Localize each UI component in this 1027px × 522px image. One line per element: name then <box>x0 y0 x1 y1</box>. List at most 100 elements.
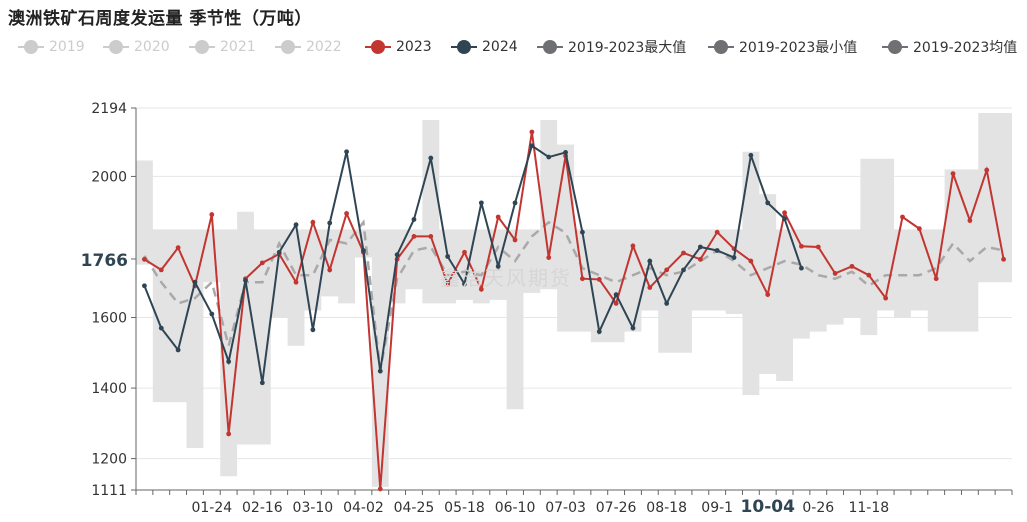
data-point-2023 <box>428 233 434 239</box>
data-point-2024 <box>731 255 737 260</box>
legend-item-2019-2023最大值[interactable]: 2019-2023最大值 <box>537 36 686 58</box>
data-point-2023 <box>209 212 215 217</box>
data-point-2024 <box>799 265 804 271</box>
data-point-2023 <box>883 295 889 301</box>
circle-line-icon <box>365 40 391 54</box>
data-point-2024 <box>209 311 215 317</box>
y-tick-label: 1200 <box>91 452 127 468</box>
x-tick-label: 03-10 <box>293 500 334 516</box>
data-point-2023 <box>765 292 771 297</box>
data-point-2023 <box>849 263 855 269</box>
data-point-2023 <box>226 431 232 437</box>
series-line-2024 <box>143 144 803 383</box>
data-point-2023 <box>933 276 939 282</box>
data-point-2024 <box>664 301 670 306</box>
data-point-2023 <box>697 256 703 262</box>
y-tick-label: 1111 <box>91 483 127 499</box>
data-point-2024 <box>259 380 265 386</box>
x-tick-label: 06-10 <box>495 500 536 516</box>
circle-line-icon <box>708 40 734 54</box>
legend-item-2019-2023均值[interactable]: 2019-2023均值 <box>882 36 1017 58</box>
legend-item-2022[interactable]: 2022 <box>275 36 342 58</box>
data-point-2024 <box>529 143 535 149</box>
circle-line-icon <box>537 40 563 54</box>
data-point-2023 <box>714 229 720 235</box>
x-tick-label: 04-25 <box>394 500 435 516</box>
legend-label: 2019 <box>49 39 85 55</box>
circle-line-icon <box>18 40 44 54</box>
circle-line-icon <box>275 40 301 54</box>
data-point-2023 <box>529 129 535 135</box>
y-tick-label: 2194 <box>91 101 127 117</box>
x-tick-label: 07-26 <box>596 500 637 516</box>
data-point-2024 <box>462 281 467 287</box>
data-point-2024 <box>344 149 349 155</box>
x-tick-label: 04-02 <box>343 500 384 516</box>
data-point-2023 <box>916 226 922 232</box>
data-point-2023 <box>613 301 619 306</box>
data-point-2024 <box>580 229 585 235</box>
legend-label: 2019-2023最小值 <box>739 40 858 56</box>
data-point-2023 <box>495 214 501 220</box>
legend-item-2023[interactable]: 2023 <box>365 36 432 58</box>
data-point-2023 <box>546 255 552 260</box>
x-tick-label: 05-18 <box>444 500 485 516</box>
data-point-2023 <box>293 279 299 285</box>
data-point-2023 <box>1001 256 1006 262</box>
data-point-2023 <box>512 237 518 243</box>
data-point-2023 <box>445 281 451 287</box>
legend-item-2020[interactable]: 2020 <box>103 36 170 58</box>
data-point-2023 <box>799 243 804 249</box>
data-point-2023 <box>967 218 973 223</box>
legend-item-2024[interactable]: 2024 <box>451 36 518 58</box>
legend-label: 2021 <box>220 39 256 55</box>
data-point-2024 <box>765 200 771 206</box>
data-point-2023 <box>596 277 602 282</box>
circle-line-icon <box>451 40 477 54</box>
data-point-2024 <box>596 329 602 335</box>
x-tick-label: 02-16 <box>242 500 283 516</box>
data-point-2024 <box>512 200 518 206</box>
legend-label: 2019-2023均值 <box>913 40 1018 56</box>
data-point-2024 <box>613 292 619 297</box>
data-point-2023 <box>142 256 147 262</box>
data-point-2023 <box>815 244 821 250</box>
data-point-2023 <box>259 260 265 266</box>
data-point-2024 <box>394 252 400 258</box>
data-point-2024 <box>748 152 754 158</box>
data-point-2023 <box>900 214 905 220</box>
data-point-2024 <box>681 267 686 273</box>
circle-line-icon <box>189 40 215 54</box>
legend-item-2019-2023最小值[interactable]: 2019-2023最小值 <box>708 36 857 58</box>
data-point-2024 <box>647 258 653 264</box>
data-point-2024 <box>142 283 147 289</box>
data-point-2024 <box>377 368 383 374</box>
circle-line-icon <box>103 40 129 54</box>
data-point-2024 <box>276 249 282 255</box>
data-point-2024 <box>310 327 316 333</box>
data-point-2024 <box>158 325 164 331</box>
series-line-2023 <box>143 131 1005 490</box>
data-point-2023 <box>158 267 164 273</box>
legend-item-2019[interactable]: 2019 <box>18 36 85 58</box>
data-point-2023 <box>748 258 754 264</box>
data-point-2024 <box>546 154 552 160</box>
data-point-2023 <box>478 286 484 292</box>
data-point-2023 <box>664 267 670 273</box>
legend-item-2021[interactable]: 2021 <box>189 36 256 58</box>
data-point-2024 <box>293 222 299 228</box>
data-point-2023 <box>310 219 316 225</box>
data-point-2024 <box>630 325 636 331</box>
x-tick-label: 01-24 <box>191 500 232 516</box>
watermark: 鑫浩天风期货 <box>440 266 572 290</box>
data-point-2024 <box>445 254 451 259</box>
data-point-2023 <box>411 233 417 239</box>
data-point-2024 <box>327 220 333 226</box>
data-point-2024 <box>192 279 198 285</box>
data-point-2023 <box>580 276 585 282</box>
y-tick-label: 1600 <box>91 311 127 327</box>
y-tick-label: 1400 <box>91 381 127 397</box>
data-point-2023 <box>344 211 349 216</box>
data-point-2023 <box>175 245 181 251</box>
data-point-2024 <box>714 248 720 253</box>
